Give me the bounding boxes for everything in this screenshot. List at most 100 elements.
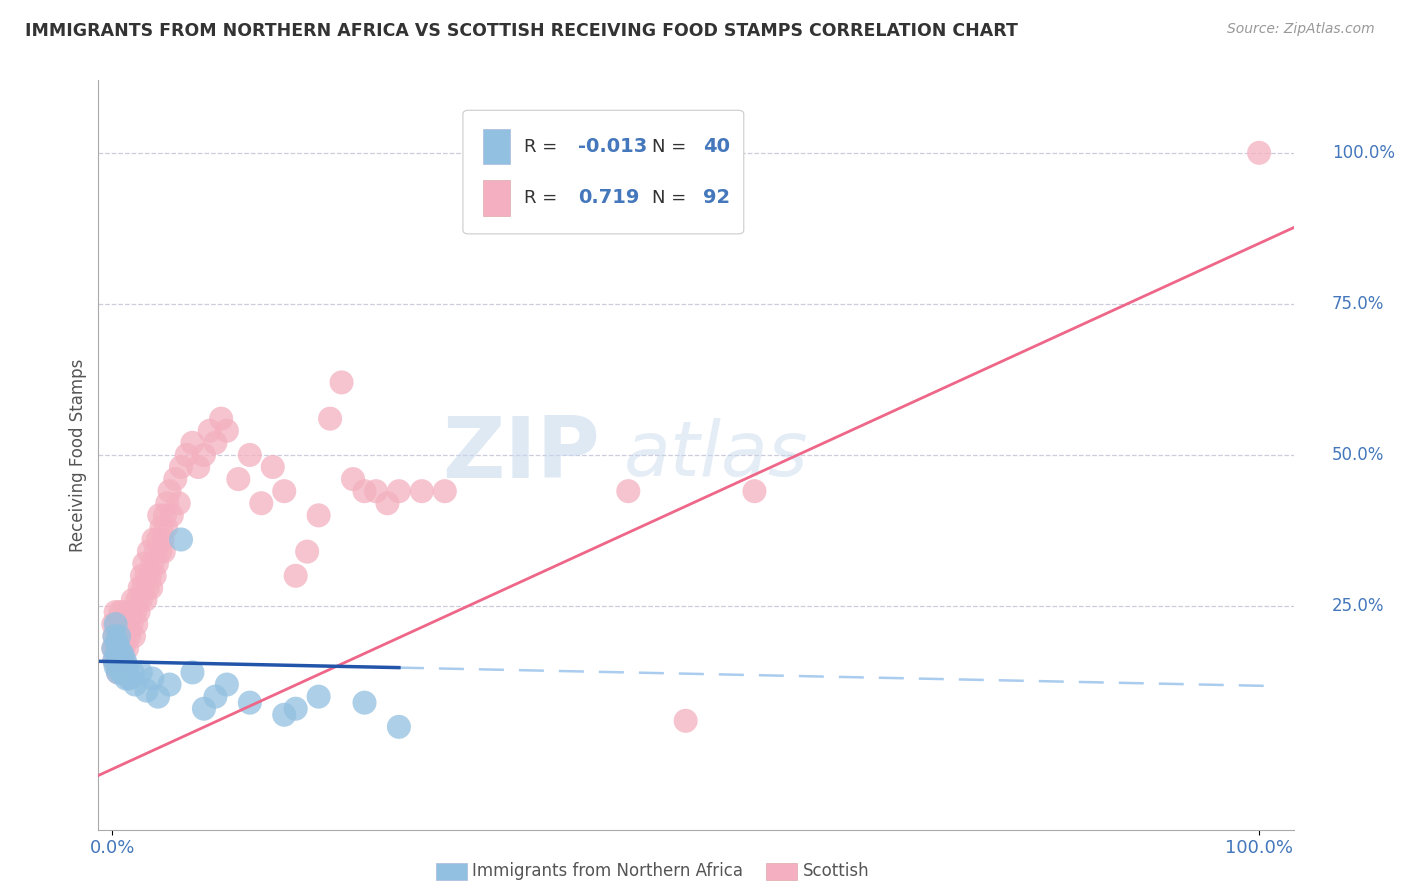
Point: [135, 568, 157, 582]
Point: [132, 581, 155, 595]
Point: [108, 641, 131, 656]
Point: [117, 617, 139, 632]
Point: [308, 508, 330, 523]
Point: [131, 568, 153, 582]
FancyBboxPatch shape: [484, 179, 509, 216]
Point: [107, 665, 129, 680]
Text: IMMIGRANTS FROM NORTHERN AFRICA VS SCOTTISH RECEIVING FOOD STAMPS CORRELATION CH: IMMIGRANTS FROM NORTHERN AFRICA VS SCOTT…: [25, 22, 1018, 40]
Point: [146, 690, 169, 704]
Point: [125, 617, 148, 632]
Point: [103, 641, 125, 656]
Point: [239, 696, 262, 710]
FancyBboxPatch shape: [463, 111, 744, 234]
Text: Scottish: Scottish: [803, 863, 869, 880]
Point: [108, 605, 131, 619]
Point: [134, 593, 156, 607]
Point: [156, 496, 179, 510]
Point: [388, 484, 411, 499]
Point: [136, 581, 159, 595]
Point: [342, 472, 364, 486]
Point: [105, 648, 128, 662]
Point: [167, 496, 190, 510]
Point: [139, 568, 162, 582]
Text: -0.013: -0.013: [578, 137, 647, 156]
Point: [115, 629, 138, 643]
Point: [108, 648, 131, 662]
Text: N =: N =: [652, 137, 692, 155]
Point: [150, 520, 173, 534]
Point: [411, 484, 433, 499]
Point: [675, 714, 697, 728]
Point: [176, 448, 198, 462]
Point: [273, 707, 295, 722]
Point: [121, 665, 143, 680]
Point: [145, 544, 167, 558]
FancyBboxPatch shape: [484, 128, 509, 164]
Point: [114, 605, 136, 619]
Text: R =: R =: [524, 188, 562, 207]
Point: [273, 484, 295, 499]
Point: [215, 677, 238, 691]
Point: [239, 448, 262, 462]
Point: [744, 484, 766, 499]
Text: atlas: atlas: [624, 418, 808, 491]
Point: [141, 557, 163, 571]
Point: [115, 641, 138, 656]
Text: Immigrants from Northern Africa: Immigrants from Northern Africa: [472, 863, 744, 880]
Point: [146, 557, 169, 571]
Text: 0.719: 0.719: [578, 188, 640, 207]
Point: [105, 617, 128, 632]
Point: [108, 629, 131, 643]
Point: [110, 653, 132, 667]
Point: [187, 460, 209, 475]
Point: [377, 496, 399, 510]
Point: [107, 653, 129, 667]
Text: 92: 92: [703, 188, 730, 207]
Point: [120, 605, 142, 619]
Point: [110, 665, 132, 680]
Point: [111, 648, 134, 662]
Y-axis label: Receiving Food Stamps: Receiving Food Stamps: [69, 359, 87, 551]
Point: [103, 641, 125, 656]
Point: [204, 690, 226, 704]
Point: [215, 424, 238, 438]
Point: [128, 581, 150, 595]
Point: [433, 484, 456, 499]
Point: [295, 544, 318, 558]
Text: 75.0%: 75.0%: [1331, 295, 1384, 313]
Text: R =: R =: [524, 137, 562, 155]
Point: [146, 533, 169, 547]
Point: [104, 605, 127, 619]
Point: [148, 508, 170, 523]
Point: [118, 672, 141, 686]
Point: [108, 659, 131, 673]
Point: [388, 720, 411, 734]
Point: [165, 472, 187, 486]
Point: [143, 568, 166, 582]
Point: [155, 520, 177, 534]
Point: [108, 629, 131, 643]
Point: [160, 508, 183, 523]
Point: [124, 605, 146, 619]
Point: [121, 593, 143, 607]
Point: [105, 653, 128, 667]
Text: 50.0%: 50.0%: [1331, 446, 1384, 464]
Text: Source: ZipAtlas.com: Source: ZipAtlas.com: [1227, 22, 1375, 37]
Point: [159, 677, 181, 691]
Point: [118, 629, 141, 643]
Point: [111, 653, 134, 667]
Text: 25.0%: 25.0%: [1331, 597, 1385, 615]
Point: [115, 672, 138, 686]
Point: [103, 629, 125, 643]
Point: [122, 629, 145, 643]
Point: [170, 460, 193, 475]
Point: [104, 659, 127, 673]
Text: 100.0%: 100.0%: [1331, 144, 1395, 161]
Point: [353, 696, 375, 710]
Point: [108, 617, 131, 632]
Point: [105, 635, 128, 649]
Point: [159, 484, 181, 499]
Point: [152, 533, 174, 547]
Point: [112, 641, 135, 656]
Point: [135, 683, 157, 698]
